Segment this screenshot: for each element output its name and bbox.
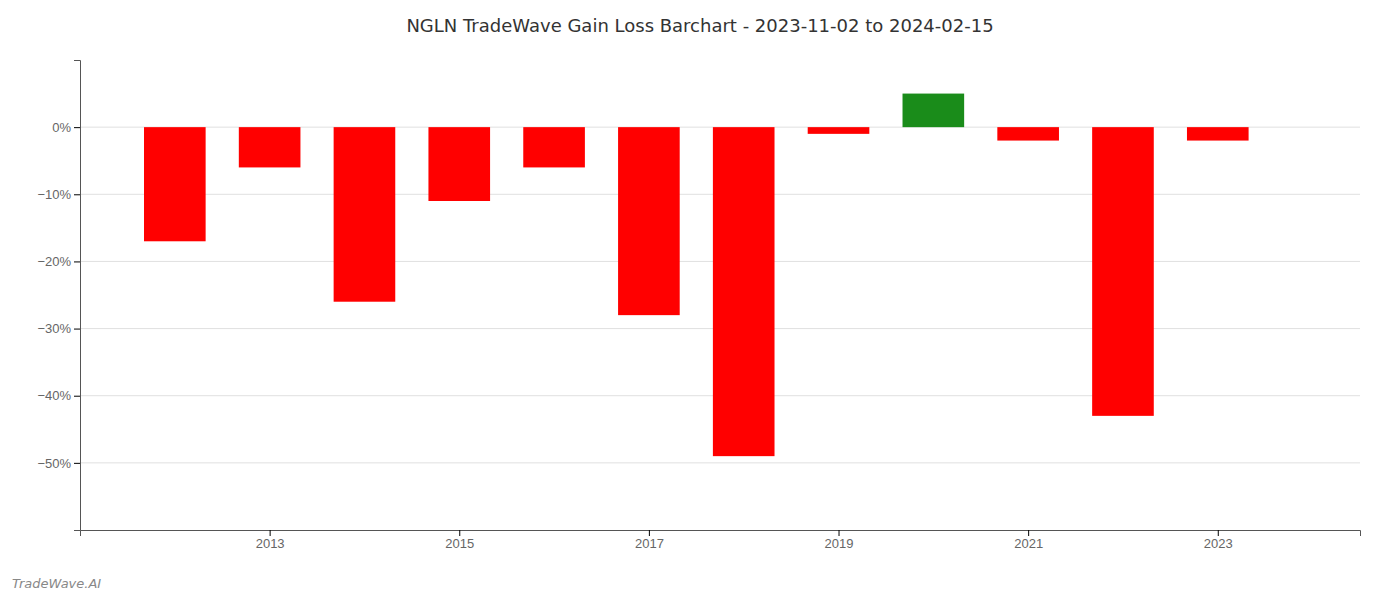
y-axis: 0% −10% −20% −30% −40% −50% [37, 61, 80, 531]
bar [808, 127, 870, 134]
y-tick: −30% [37, 321, 80, 336]
y-axis-line [74, 61, 81, 531]
x-tick: 2013 [256, 530, 285, 551]
x-axis: 2013 2015 2017 2019 2021 2023 [81, 530, 1361, 551]
y-tick-mark [74, 127, 80, 128]
grid [80, 127, 1360, 463]
y-tick-label: −50% [37, 456, 71, 471]
y-tick-mark [74, 261, 80, 262]
x-tick: 2015 [445, 530, 474, 551]
x-tick-mark [1028, 530, 1029, 536]
x-tick: 2023 [1204, 530, 1233, 551]
y-tick-mark [74, 194, 80, 195]
x-tick-label: 2021 [1014, 536, 1043, 551]
y-tick-label: −20% [37, 254, 71, 269]
bars [144, 94, 1249, 457]
y-tick: −50% [37, 456, 80, 471]
x-tick-label: 2017 [635, 536, 664, 551]
y-tick-label: 0% [52, 120, 71, 135]
y-tick: −40% [37, 388, 80, 403]
bar [997, 127, 1059, 140]
x-tick-label: 2013 [256, 536, 285, 551]
bar [239, 127, 301, 167]
bar [713, 127, 775, 456]
x-axis-line [81, 531, 1361, 537]
title: NGLN TradeWave Gain Loss Barchart - 2023… [406, 15, 993, 36]
x-tick-mark [1218, 530, 1219, 536]
x-tick: 2019 [825, 530, 854, 551]
chart-svg: NGLN TradeWave Gain Loss Barchart - 2023… [0, 0, 1400, 600]
x-tick-mark [649, 530, 650, 536]
x-tick-label: 2019 [825, 536, 854, 551]
bar [618, 127, 680, 315]
y-tick-label: −10% [37, 187, 71, 202]
x-tick-mark [459, 530, 460, 536]
y-tick: −10% [37, 187, 80, 202]
bar [144, 127, 206, 241]
x-tick-label: 2023 [1204, 536, 1233, 551]
y-tick-label: −40% [37, 388, 71, 403]
y-tick-mark [74, 463, 80, 464]
y-tick-label: −30% [37, 321, 71, 336]
bar [1187, 127, 1249, 140]
bar [1092, 127, 1154, 416]
x-tick: 2017 [635, 530, 664, 551]
bar [523, 127, 585, 167]
y-tick: −20% [37, 254, 80, 269]
bar [428, 127, 490, 201]
y-tick: 0% [52, 120, 80, 135]
y-tick-mark [74, 329, 80, 330]
plot: 0%−10%−20%−30%−40%−50%201320152017201920… [37, 61, 1360, 552]
x-tick-mark [839, 530, 840, 536]
annotation: TradeWave.AI [12, 576, 101, 591]
bar [903, 94, 965, 128]
y-tick-mark [74, 396, 80, 397]
grid-line [80, 462, 1360, 463]
x-tick: 2021 [1014, 530, 1043, 551]
x-tick-label: 2015 [445, 536, 474, 551]
x-tick-mark [270, 530, 271, 536]
bar [334, 127, 396, 302]
